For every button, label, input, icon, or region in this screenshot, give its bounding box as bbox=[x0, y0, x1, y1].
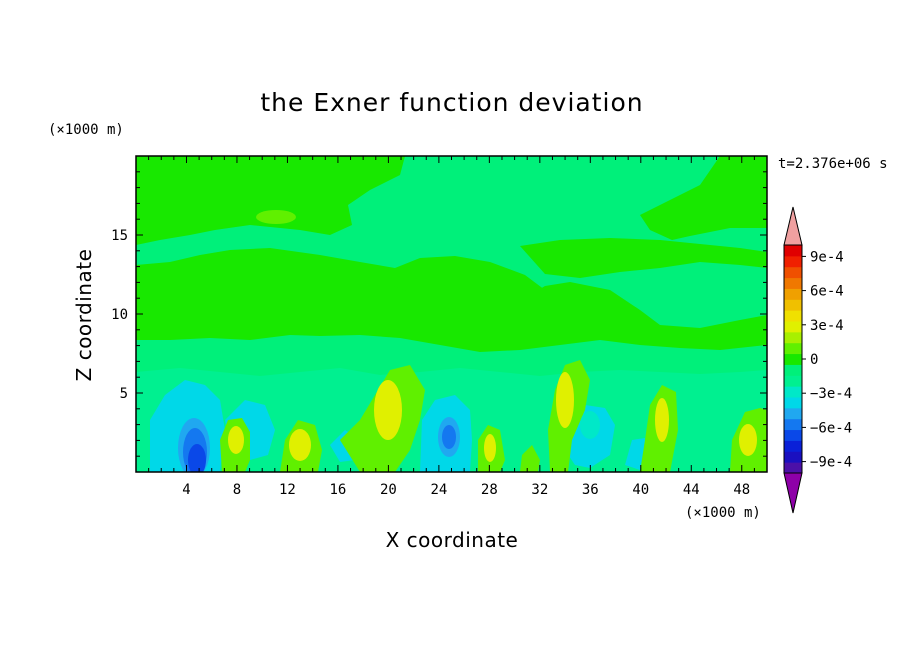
colorbar-segment bbox=[784, 288, 802, 300]
colorbar-segment bbox=[784, 429, 802, 441]
time-label: t=2.376e+06 s bbox=[778, 156, 888, 172]
yellow-core-x20 bbox=[374, 380, 402, 440]
colorbar-tick-label: 6e-4 bbox=[810, 284, 844, 300]
yellow-core-x12 bbox=[289, 429, 311, 461]
colorbar-segment bbox=[784, 375, 802, 387]
dark-blue-core-x4 bbox=[188, 444, 206, 472]
colorbar-segment bbox=[784, 310, 802, 322]
colorbar-segment bbox=[784, 321, 802, 333]
colorbar-tick-label: 3e-4 bbox=[810, 318, 844, 334]
yellow-core-x34 bbox=[556, 372, 574, 428]
y-axis-ticks: 5 10 15 bbox=[111, 171, 767, 457]
x-tick-label: 28 bbox=[481, 482, 498, 498]
mid-band-positive-region bbox=[136, 248, 767, 352]
x-unit-label: (×1000 m) bbox=[685, 505, 761, 521]
colorbar-segment bbox=[784, 266, 802, 279]
colorbar-tick-label: 0 bbox=[810, 352, 818, 368]
blue-core-x24 bbox=[442, 425, 456, 449]
cyan-core-x36 bbox=[580, 411, 600, 439]
x-tick-label: 40 bbox=[632, 482, 649, 498]
y-tick-label: 15 bbox=[111, 228, 128, 244]
positive-cell-x31 bbox=[520, 445, 540, 472]
yellow-core-x48 bbox=[739, 424, 757, 456]
colorbar-segment bbox=[784, 397, 802, 409]
yellow-core-x8 bbox=[228, 426, 244, 454]
x-tick-label: 8 bbox=[233, 482, 241, 498]
colorbar-segment bbox=[784, 255, 802, 268]
x-tick-label: 32 bbox=[531, 482, 548, 498]
colorbar-segment bbox=[784, 245, 802, 257]
x-tick-label: 44 bbox=[683, 482, 700, 498]
right-shelf-positive-region bbox=[520, 238, 767, 278]
colorbar-segment bbox=[784, 277, 802, 289]
y-unit-label: (×1000 m) bbox=[48, 122, 124, 138]
colorbar-max-extension bbox=[783, 206, 803, 246]
upper-right-positive-region bbox=[640, 156, 767, 240]
colorbar-tick-label: 9e-4 bbox=[810, 249, 844, 265]
y-tick-label: 10 bbox=[111, 307, 128, 323]
colorbar-segment bbox=[784, 462, 802, 474]
colorbar-segment bbox=[784, 342, 802, 355]
x-tick-label: 12 bbox=[279, 482, 296, 498]
yellow-core-x41 bbox=[655, 398, 669, 442]
colorbar-segment bbox=[784, 440, 802, 452]
colorbar-segment bbox=[784, 418, 802, 431]
chart-title: the Exner function deviation bbox=[260, 88, 643, 117]
colorbar-segment bbox=[784, 407, 802, 420]
colorbar-segment bbox=[784, 331, 802, 344]
x-axis-title: X coordinate bbox=[386, 528, 519, 552]
small-positive-blob bbox=[256, 210, 296, 224]
colorbar-tick-label: −9e-4 bbox=[810, 455, 852, 471]
mid-island-positive-region bbox=[390, 256, 545, 303]
colorbar: 9e-4 6e-4 3e-4 0 −3e-4 −6e-4 −9e-4 bbox=[783, 206, 852, 514]
colorbar-segment bbox=[784, 451, 802, 463]
contour-field bbox=[136, 156, 767, 472]
colorbar-segment bbox=[784, 353, 802, 365]
colorbar-segment bbox=[784, 299, 802, 311]
x-tick-label: 36 bbox=[582, 482, 599, 498]
colorbar-segment bbox=[784, 364, 802, 376]
colorbar-tick-label: −6e-4 bbox=[810, 420, 852, 436]
x-tick-label: 16 bbox=[329, 482, 346, 498]
yellow-core-x28 bbox=[484, 434, 496, 462]
x-tick-label: 48 bbox=[733, 482, 750, 498]
x-tick-label: 4 bbox=[182, 482, 190, 498]
colorbar-tick-label: −3e-4 bbox=[810, 386, 852, 402]
x-tick-label: 20 bbox=[380, 482, 397, 498]
x-tick-label: 24 bbox=[430, 482, 447, 498]
colorbar-min-extension bbox=[783, 472, 803, 514]
y-tick-label: 5 bbox=[120, 386, 128, 402]
colorbar-segment bbox=[784, 386, 802, 398]
upper-positive-region bbox=[136, 156, 405, 245]
x-axis-ticks: 4 8 12 16 20 24 28 32 36 40 44 48 bbox=[148, 156, 755, 498]
y-axis-title: Z coordinate bbox=[72, 249, 96, 382]
